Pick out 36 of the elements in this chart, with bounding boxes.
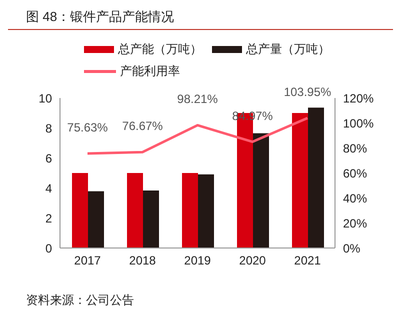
bar [127, 173, 143, 248]
legend-label: 总产量（万吨） [246, 42, 330, 56]
bar [198, 174, 214, 248]
legend-label: 产能利用率 [120, 64, 180, 78]
bar [292, 113, 308, 248]
legend-label: 总产能（万吨） [118, 42, 202, 56]
data-label: 76.67% [122, 119, 164, 134]
y-tick-label: 0 [45, 241, 52, 256]
y2-tick-label: 120% [343, 91, 374, 106]
x-tick-label: 2017 [74, 254, 102, 268]
y2-tick-label: 60% [343, 166, 368, 180]
y-tick-label: 2 [45, 211, 52, 226]
bar [143, 190, 159, 248]
y-tick-label: 6 [45, 151, 52, 166]
data-label: 103.95% [284, 85, 332, 100]
bar [308, 108, 324, 248]
data-label: 75.63% [67, 120, 108, 134]
x-tick-label: 2020 [239, 254, 266, 268]
y2-tick-label: 100% [343, 116, 374, 130]
y2-tick-label: 40% [343, 191, 368, 206]
bar [72, 173, 88, 248]
y2-tick-label: 20% [343, 216, 368, 230]
y-tick-label: 10 [38, 91, 52, 106]
y2-tick-label: 80% [343, 141, 368, 156]
y-tick-label: 8 [45, 121, 52, 136]
y-tick-label: 4 [45, 181, 52, 196]
text: 资料来源：公司公告 [25, 292, 135, 309]
bar [182, 173, 198, 248]
x-tick-label: 2018 [129, 254, 156, 268]
x-tick-label: 2021 [294, 254, 322, 268]
bar [253, 133, 269, 248]
x-tick-label: 2019 [184, 254, 212, 268]
chart-title: 图 48：锻件产品产能情况 [8, 8, 393, 30]
data-label: 98.21% [177, 92, 218, 106]
y2-tick-label: 0% [343, 241, 361, 256]
bar [88, 191, 104, 248]
